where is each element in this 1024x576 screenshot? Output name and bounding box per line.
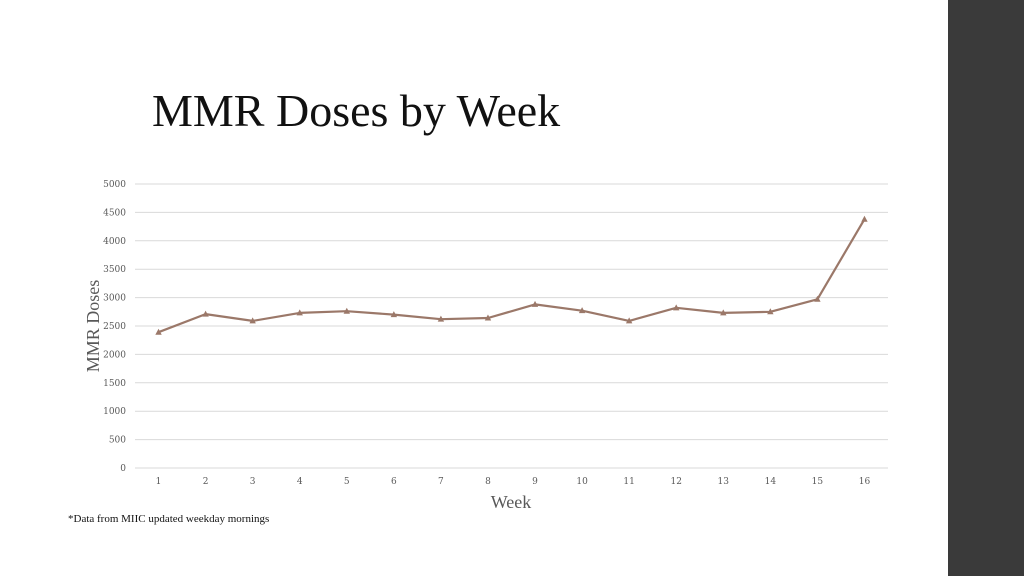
- x-tick-labels: 1 2 3 4 5 6 7 8 9 10 11 12 13 14 15 16: [156, 477, 871, 487]
- x-tick-3: 3: [250, 477, 256, 487]
- gridlines: [135, 183, 888, 469]
- x-tick-14: 14: [765, 477, 777, 487]
- x-tick-8: 8: [485, 477, 491, 487]
- data-point-week-16: [861, 215, 868, 222]
- y-tick-1500: 1500: [103, 379, 126, 389]
- x-tick-5: 5: [344, 477, 350, 487]
- y-tick-labels: 0 500 1000 1500 2000 2500 3000 3500 4000 4500 5000: [103, 180, 126, 474]
- x-tick-7: 7: [438, 477, 444, 487]
- x-tick-1: 1: [156, 477, 162, 487]
- slide-title: MMR Doses by Week: [152, 85, 561, 136]
- y-tick-4500: 4500: [103, 208, 126, 218]
- y-tick-0: 0: [120, 464, 126, 474]
- y-tick-3000: 3000: [103, 294, 126, 304]
- data-point-week-14: [767, 308, 774, 315]
- data-point-week-11: [625, 317, 633, 324]
- data-point-week-12: [673, 304, 680, 311]
- x-tick-4: 4: [297, 477, 303, 487]
- series-layer: [155, 215, 868, 335]
- y-tick-5000: 5000: [103, 180, 126, 190]
- data-point-week-9: [531, 300, 539, 307]
- y-tick-4000: 4000: [103, 237, 126, 247]
- data-point-week-4: [296, 309, 303, 316]
- data-point-week-10: [578, 307, 586, 314]
- data-point-week-8: [484, 314, 492, 321]
- x-axis-title: Week: [491, 492, 532, 512]
- decorative-sidebar: [948, 0, 1024, 576]
- x-tick-9: 9: [532, 477, 538, 487]
- x-tick-15: 15: [812, 477, 824, 487]
- x-tick-2: 2: [203, 477, 209, 487]
- x-tick-6: 6: [391, 477, 397, 487]
- x-tick-10: 10: [576, 477, 588, 487]
- y-tick-500: 500: [109, 436, 126, 446]
- data-point-week-13: [720, 309, 727, 316]
- data-point-week-7: [437, 315, 445, 322]
- footnote: *Data from MIIC updated weekday mornings: [68, 513, 270, 525]
- x-tick-16: 16: [859, 477, 871, 487]
- x-tick-12: 12: [670, 477, 681, 487]
- y-tick-2500: 2500: [103, 322, 126, 332]
- data-point-week-5: [343, 307, 350, 314]
- data-point-week-1: [155, 328, 162, 335]
- data-point-week-6: [390, 311, 398, 318]
- y-axis-title: MMR Doses: [83, 280, 103, 373]
- data-point-week-2: [202, 310, 209, 317]
- line-chart: 0 500 1000 1500 2000 2500 3000 3500 4000 4500 5000…: [83, 180, 888, 512]
- y-tick-3500: 3500: [103, 265, 126, 275]
- data-point-week-3: [249, 317, 256, 324]
- data-point-week-15: [814, 295, 821, 302]
- y-tick-1000: 1000: [103, 407, 126, 417]
- series-line-0: [158, 218, 866, 334]
- y-tick-2000: 2000: [103, 350, 126, 360]
- x-tick-13: 13: [718, 477, 730, 487]
- x-tick-11: 11: [623, 477, 634, 487]
